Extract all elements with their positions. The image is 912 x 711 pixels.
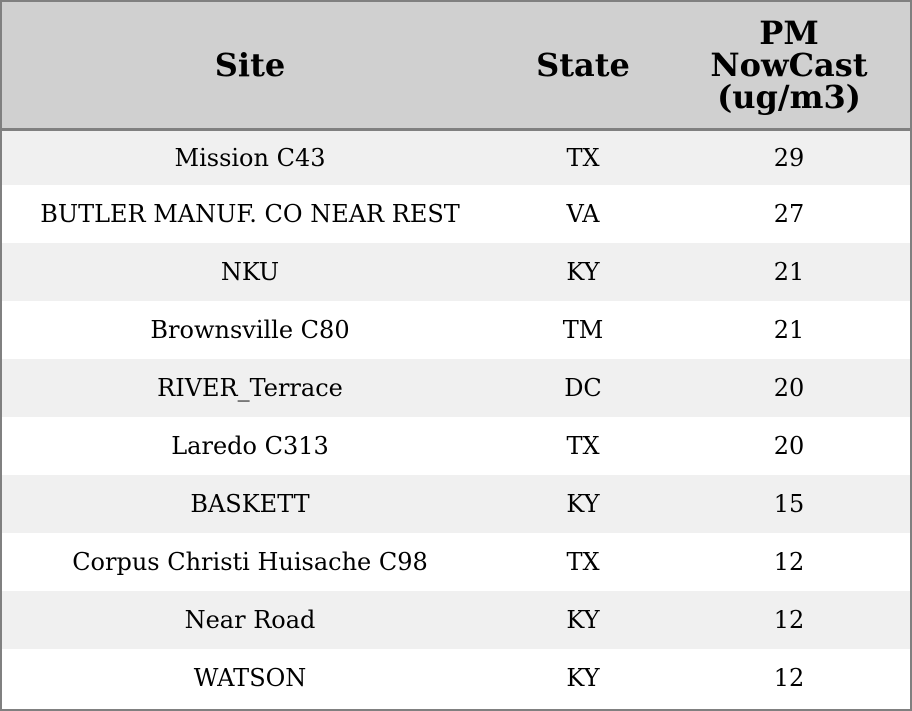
table-row: Corpus Christi Huisache C98 TX 12 — [2, 533, 910, 591]
cell-state: KY — [566, 664, 600, 692]
cell-state: TX — [566, 432, 600, 460]
table-row: Brownsville C80 TM 21 — [2, 301, 910, 359]
cell-pm-nowcast: 12 — [773, 606, 805, 634]
cell-state: TM — [562, 316, 604, 344]
cell-state: VA — [566, 200, 600, 228]
table-row: NKU KY 21 — [2, 243, 910, 301]
table-body: Mission C43 TX 29 BUTLER MANUF. CO NEAR RES… — [2, 129, 910, 707]
cell-site: BASKETT — [190, 490, 310, 518]
table-row: WATSON KY 12 — [2, 649, 910, 707]
cell-site: RIVER_Terrace — [157, 374, 343, 402]
cell-pm-nowcast: 21 — [773, 258, 805, 286]
header-pm-line-1: PM — [759, 13, 819, 52]
table-row: BASKETT KY 15 — [2, 475, 910, 533]
cell-site: WATSON — [193, 664, 307, 692]
table-row: Mission C43 TX 29 — [2, 129, 910, 185]
cell-pm-nowcast: 12 — [773, 548, 805, 576]
header-row: Site State PM NowCast (ug/m3) — [2, 2, 910, 131]
cell-pm-nowcast: 15 — [773, 490, 805, 518]
table-row: BUTLER MANUF. CO NEAR REST VA 27 — [2, 185, 910, 243]
cell-site: Mission C43 — [174, 143, 326, 172]
cell-site: BUTLER MANUF. CO NEAR REST — [40, 200, 460, 228]
cell-pm-nowcast: 20 — [773, 374, 805, 402]
table-row: RIVER_Terrace DC 20 — [2, 359, 910, 417]
cell-state: KY — [566, 490, 600, 518]
cell-site: Near Road — [184, 606, 316, 634]
cell-state: TX — [566, 143, 600, 172]
cell-state: TX — [566, 548, 600, 576]
cell-state: DC — [564, 374, 602, 402]
header-state: State — [498, 2, 668, 131]
cell-pm-nowcast: 20 — [773, 432, 805, 460]
cell-state: KY — [566, 606, 600, 634]
table-row: Laredo C313 TX 20 — [2, 417, 910, 475]
cell-site: Brownsville C80 — [150, 316, 350, 344]
cell-pm-nowcast: 21 — [773, 316, 805, 344]
cell-site: Corpus Christi Huisache C98 — [72, 548, 428, 576]
cell-pm-nowcast: 12 — [773, 664, 805, 692]
table-header: Site State PM NowCast (ug/m3) — [2, 2, 910, 131]
header-pm-nowcast: PM NowCast (ug/m3) — [668, 2, 910, 131]
cell-pm-nowcast: 29 — [773, 143, 805, 172]
header-pm-line-3: (ug/m3) — [717, 77, 861, 116]
cell-pm-nowcast: 27 — [773, 200, 805, 228]
cell-site: NKU — [220, 258, 280, 286]
header-pm-line-2: NowCast — [710, 45, 868, 84]
cell-site: Laredo C313 — [171, 432, 329, 460]
table-row: Near Road KY 12 — [2, 591, 910, 649]
cell-state: KY — [566, 258, 600, 286]
header-site: Site — [2, 2, 498, 131]
